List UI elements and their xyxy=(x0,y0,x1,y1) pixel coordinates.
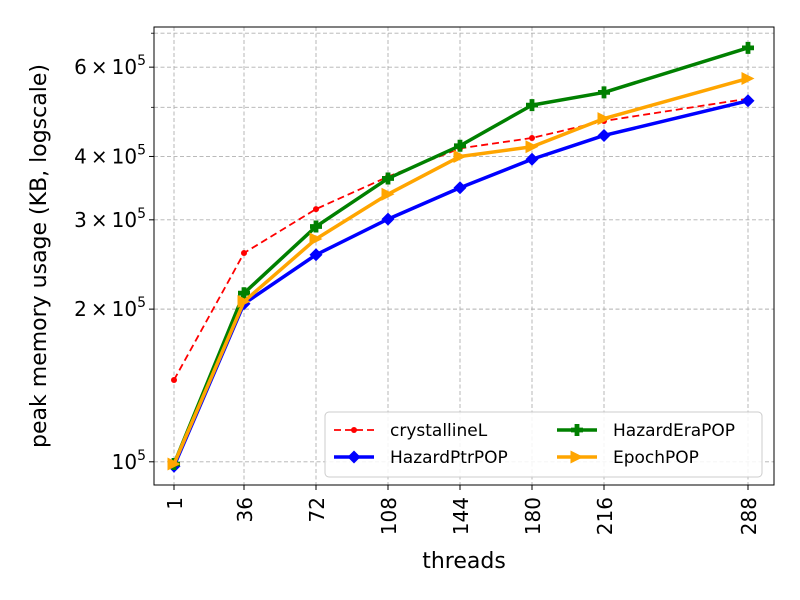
legend-swatch-marker xyxy=(570,450,584,464)
data-point-crystallinel xyxy=(241,250,247,257)
legend: crystallineL HazardPtrPOP HazardEraPOP Epoc… xyxy=(324,411,763,478)
x-axis-label: threads xyxy=(422,549,506,574)
data-point-epochpop xyxy=(741,71,755,85)
data-point-hazarderapop xyxy=(526,99,538,112)
data-point-crystallinel xyxy=(529,134,535,141)
data-point-hazarderapop xyxy=(238,287,250,300)
plot-frame xyxy=(153,26,775,486)
data-point-hazarderapop xyxy=(598,86,610,99)
x-tick-label: 288 xyxy=(737,497,761,535)
series-layer xyxy=(167,41,755,473)
x-tick-label: 144 xyxy=(449,497,473,535)
ticks: 1 36 72 108 144 180 216 288 105 2 × 105 3 × 105 4 ×… xyxy=(74,32,761,535)
data-point-epochpop xyxy=(597,112,611,126)
legend-label: crystallineL xyxy=(390,421,488,441)
y-tick-label: 4 × 105 xyxy=(74,142,146,168)
x-tick-label: 1 xyxy=(163,497,187,510)
y-tick-label: 2 × 105 xyxy=(74,295,146,321)
series-epochpop xyxy=(167,71,755,471)
data-point-epochpop xyxy=(381,187,395,201)
data-point-hazarderapop xyxy=(742,41,754,54)
x-tick-label: 36 xyxy=(233,497,257,522)
data-point-epochpop xyxy=(237,295,251,309)
legend-label: EpochPOP xyxy=(613,448,699,468)
data-point-hazardptrpop xyxy=(525,152,539,166)
data-point-hazarderapop xyxy=(310,220,322,233)
y-tick-label: 3 × 105 xyxy=(74,206,146,232)
legend-swatch-marker xyxy=(571,424,583,436)
data-point-crystallinel xyxy=(313,206,319,213)
legend-swatch-marker xyxy=(347,450,361,464)
series-line-epochpop xyxy=(172,76,749,465)
x-tick-label: 180 xyxy=(521,497,545,535)
legend-entry: crystallineL xyxy=(334,421,488,441)
y-axis-label: peak memory usage (KB, logscale) xyxy=(27,64,52,448)
legend-box xyxy=(324,411,763,478)
y-tick-label: 105 xyxy=(112,448,146,474)
x-tick-label: 108 xyxy=(377,497,401,535)
series-line-hazarderapop xyxy=(172,46,749,465)
data-point-hazardptrpop xyxy=(381,212,395,226)
x-tick-label: 72 xyxy=(305,497,329,522)
data-point-epochpop xyxy=(309,232,323,246)
data-point-epochpop xyxy=(525,140,539,154)
data-point-crystallinel xyxy=(171,376,177,383)
y-tick-label: 6 × 105 xyxy=(74,53,146,79)
series-line-hazardptrpop xyxy=(172,99,749,467)
data-point-epochpop xyxy=(453,149,467,163)
x-tick-label: 216 xyxy=(593,497,617,535)
data-point-hazarderapop xyxy=(382,172,394,185)
legend-label: HazardPtrPOP xyxy=(390,448,508,468)
data-point-hazardptrpop xyxy=(309,248,323,262)
data-point-hazardptrpop xyxy=(453,181,467,195)
legend-entry: EpochPOP xyxy=(557,448,699,468)
legend-label: HazardEraPOP xyxy=(613,421,735,441)
legend-entry: HazardPtrPOP xyxy=(334,448,508,468)
data-point-hazardptrpop xyxy=(741,94,755,108)
legend-entry: HazardEraPOP xyxy=(557,421,735,441)
data-point-epochpop xyxy=(167,457,181,471)
data-point-hazarderapop xyxy=(454,139,466,152)
data-point-hazardptrpop xyxy=(597,128,611,142)
legend-swatch-marker xyxy=(351,427,357,433)
